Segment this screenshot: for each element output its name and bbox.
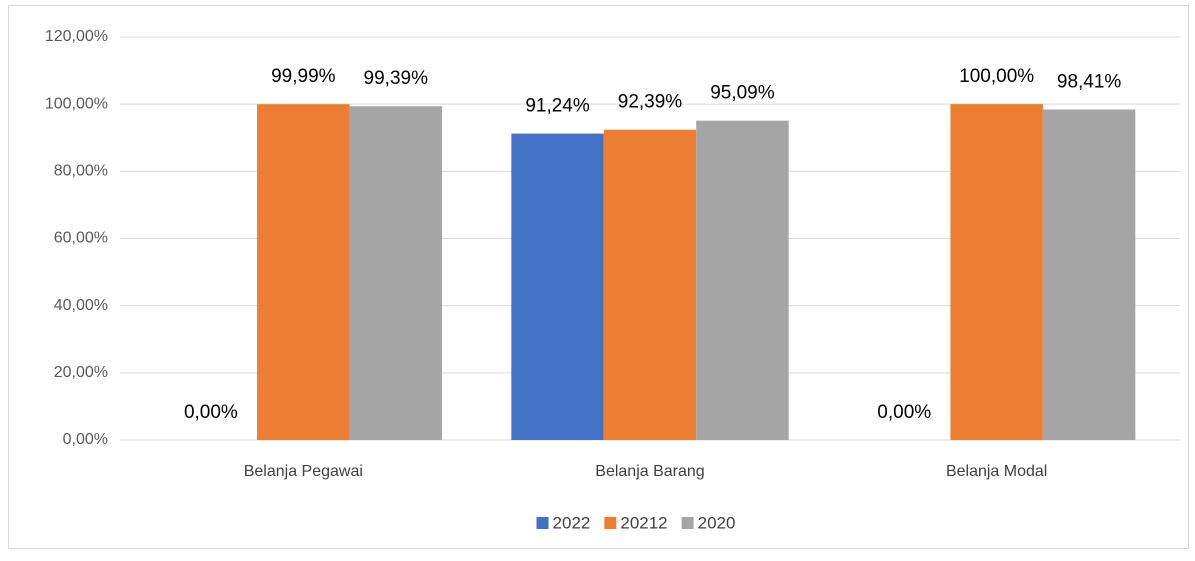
value-label: 100,00% bbox=[959, 66, 1034, 87]
legend-swatch bbox=[681, 517, 694, 529]
x-tick-label: Belanja Pegawai bbox=[244, 463, 363, 480]
legend-swatch bbox=[604, 517, 617, 529]
y-tick-label: 100,00% bbox=[45, 95, 108, 112]
bar bbox=[603, 129, 697, 441]
y-tick-label: 0,00% bbox=[63, 431, 108, 448]
value-label: 99,39% bbox=[364, 68, 429, 89]
bar bbox=[511, 133, 604, 440]
legend: 2022 20212 2020 bbox=[536, 513, 736, 532]
value-label: 0,00% bbox=[184, 402, 238, 423]
value-label: 92,39% bbox=[618, 92, 683, 113]
y-tick-label: 80,00% bbox=[54, 163, 108, 180]
bar bbox=[1042, 109, 1136, 441]
y-tick-label: 20,00% bbox=[54, 364, 108, 381]
value-label: 98,41% bbox=[1057, 72, 1122, 93]
value-label: 0,00% bbox=[877, 402, 931, 423]
legend-label: 20212 bbox=[620, 513, 667, 532]
bar bbox=[257, 104, 350, 440]
legend-swatch bbox=[536, 517, 549, 529]
y-tick-label: 60,00% bbox=[54, 230, 108, 247]
legend-label: 2020 bbox=[698, 513, 736, 532]
value-label: 99,99% bbox=[271, 66, 336, 87]
value-label: 95,09% bbox=[710, 83, 775, 104]
y-tick-label: 40,00% bbox=[54, 297, 108, 314]
bar bbox=[950, 104, 1043, 441]
value-label: 91,24% bbox=[525, 96, 590, 117]
y-tick-label: 120,00% bbox=[45, 28, 108, 45]
bar bbox=[349, 106, 442, 441]
x-tick-label: Belanja Barang bbox=[595, 463, 704, 480]
bar bbox=[696, 120, 789, 441]
legend-label: 2022 bbox=[553, 513, 591, 532]
x-tick-label: Belanja Modal bbox=[946, 463, 1047, 480]
